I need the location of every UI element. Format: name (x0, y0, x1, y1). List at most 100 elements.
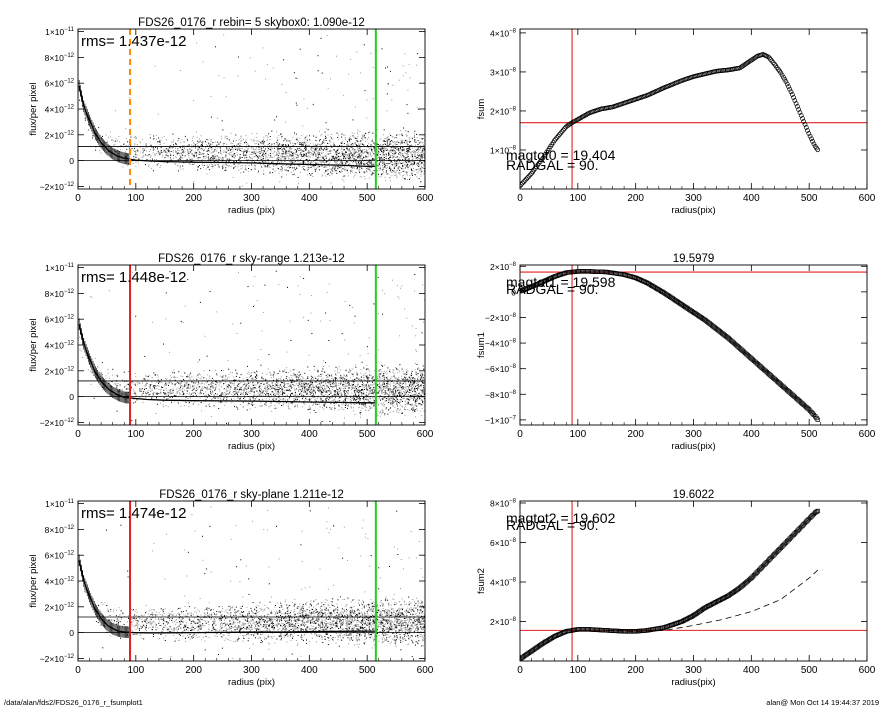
data-point (810, 139, 815, 144)
panel-r3: 0 100 200 300 400 500 6002×10−84×10−86×10−88×1… (476, 489, 876, 688)
data-point (578, 115, 584, 121)
data-point (524, 176, 529, 182)
data-point (586, 269, 591, 274)
y-tick-exponent: −8 (509, 106, 517, 112)
data-point (792, 98, 798, 103)
series-symbols (520, 508, 820, 661)
y-tick-mantissa: 8 (45, 53, 50, 63)
y-tick-exponent: −12 (64, 79, 75, 85)
data-point (782, 541, 787, 547)
panel-r2: 0 100 200 300 400 500 600−1×10−7−8×10−8−6×10−8… (476, 253, 876, 452)
data-point (783, 79, 789, 84)
data-point (763, 561, 768, 566)
x-tick-label: 400 (301, 193, 318, 204)
data-point (726, 336, 731, 341)
y-tick-label: 1×10−11 (45, 499, 75, 509)
x-tick-label: 300 (685, 665, 702, 676)
data-point (807, 133, 813, 139)
y-tick-label: 6×10−12 (45, 315, 75, 325)
data-point (520, 183, 523, 189)
y-tick-times: ×10 (495, 364, 510, 374)
y-tick-exponent: −8 (509, 67, 517, 73)
y-tick-times: ×10 (495, 106, 510, 116)
y-tick-label: −2×10−12 (40, 182, 75, 192)
y-tick-times: ×10 (495, 262, 510, 272)
y-tick-exponent: −12 (64, 551, 75, 557)
data-point (777, 546, 782, 552)
chart-title: FDS26_0176_r rebin= 5 skybox0: 1.090e-12 (138, 17, 365, 29)
data-point (584, 269, 589, 274)
data-point (773, 377, 778, 383)
data-point (779, 383, 785, 388)
profile-series-line (78, 560, 376, 634)
plot-area (520, 265, 867, 425)
data-point (800, 523, 805, 528)
data-point (807, 408, 813, 413)
y-tick-mantissa: 3 (490, 67, 495, 77)
y-tick-mantissa: −2 (40, 654, 50, 664)
data-point (577, 269, 582, 274)
y-tick-exponent: −8 (509, 28, 517, 34)
x-tick-label: 500 (359, 193, 376, 204)
y-tick-times: ×10 (49, 130, 64, 140)
data-point (796, 398, 801, 403)
y-tick-exponent: −12 (64, 315, 75, 321)
data-point (764, 560, 769, 565)
y-tick-mantissa: 6 (45, 315, 50, 325)
data-point (760, 366, 766, 371)
data-point (805, 406, 810, 411)
data-point (578, 269, 584, 274)
y-tick-exponent: −12 (64, 654, 75, 660)
data-point (753, 55, 758, 60)
data-point (814, 509, 819, 514)
data-point (753, 571, 758, 577)
x-tick-label: 500 (359, 665, 376, 676)
data-point (809, 514, 814, 519)
data-point (560, 127, 566, 133)
x-tick-label: 200 (627, 665, 644, 676)
data-point (736, 345, 741, 350)
data-point (795, 104, 800, 109)
y-tick-exponent: −8 (509, 145, 517, 151)
data-point (781, 384, 786, 389)
panel-l3: 0 100 200 300 400 500 600−2×10−1202×10−124×10−… (28, 489, 434, 688)
data-point (801, 119, 807, 124)
data-point (737, 346, 743, 351)
data-point (807, 515, 813, 520)
data-point (777, 381, 782, 386)
data-point (804, 404, 809, 410)
chart-title: FDS26_0176_r sky-plane 1.211e-12 (159, 489, 344, 501)
data-point (771, 375, 776, 380)
data-point (520, 182, 524, 187)
data-point (746, 354, 752, 359)
data-point (744, 580, 749, 585)
chart-title: FDS26_0176_r sky-range 1.213e-12 (158, 253, 345, 265)
plot-area (78, 29, 425, 189)
data-point (553, 136, 558, 142)
data-point (741, 349, 747, 355)
data-point (744, 351, 749, 357)
panel-r1: 0 100 200 300 400 500 6001×10−82×10−83×10−84×1… (476, 28, 876, 216)
data-point (772, 376, 777, 382)
y-tick-mantissa: 0 (69, 392, 74, 402)
series-symbols (520, 52, 821, 189)
y-tick-times: ×10 (495, 498, 510, 508)
data-point (788, 391, 794, 396)
y-tick-label: 2×10−12 (45, 366, 75, 376)
y-axis-label: flux/per pixel (28, 318, 39, 371)
x-tick-label: 300 (243, 193, 260, 204)
data-point (746, 577, 752, 583)
y-tick-times: ×10 (495, 390, 510, 400)
x-tick-label: 0 (517, 665, 523, 676)
y-axis-label: fsum (476, 99, 487, 120)
data-point (762, 562, 767, 567)
x-tick-label: 500 (801, 429, 818, 440)
y-tick-times: ×10 (495, 28, 510, 38)
y-tick-exponent: −8 (509, 364, 517, 370)
data-point (555, 133, 561, 139)
y-tick-mantissa: 6 (45, 79, 50, 89)
y-tick-label: 2×10−8 (490, 617, 517, 627)
y-tick-times: ×10 (495, 145, 510, 155)
x-tick-label: 300 (685, 193, 702, 204)
x-tick-label: 500 (359, 429, 376, 440)
